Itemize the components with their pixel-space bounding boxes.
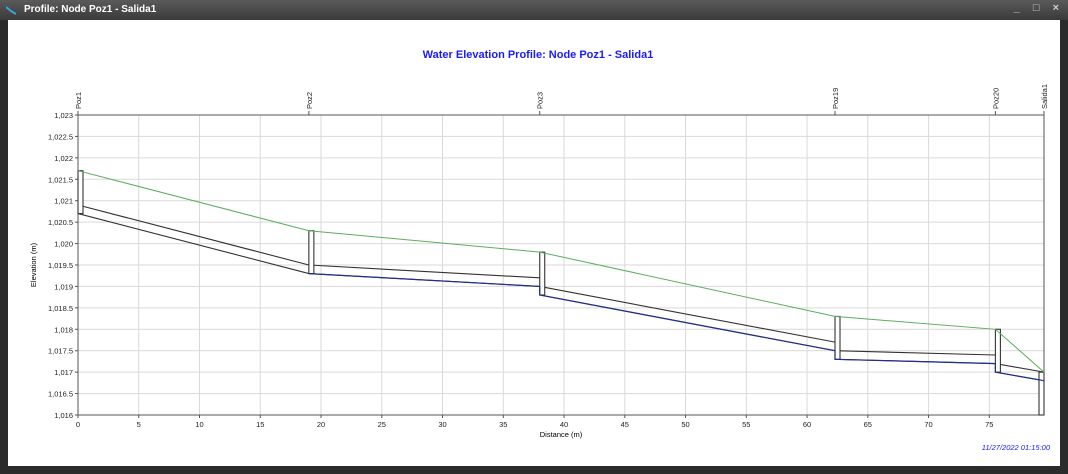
manhole bbox=[77, 170, 84, 215]
y-tick-label: 1,019 bbox=[54, 282, 73, 291]
y-tick-label: 1,018 bbox=[54, 325, 73, 334]
y-axis-label: Elevation (m) bbox=[29, 242, 38, 287]
y-tick-label: 1,016.5 bbox=[48, 390, 73, 399]
y-tick-label: 1,017.5 bbox=[48, 347, 73, 356]
y-tick-label: 1,022 bbox=[54, 154, 73, 163]
node-labels: Poz1 Poz2 Poz3 Poz19 Poz20 Salida1 bbox=[74, 84, 1049, 115]
x-tick-label: 25 bbox=[378, 420, 386, 429]
x-tick-label: 70 bbox=[924, 420, 932, 429]
x-tick-label: 0 bbox=[76, 420, 80, 429]
manhole bbox=[994, 328, 1001, 373]
conduit-top bbox=[77, 204, 310, 266]
y-tick-label: 1,020 bbox=[54, 240, 73, 249]
x-axis: 0 5 10 15 20 25 30 35 40 45 50 55 60 65 70 75 bbox=[76, 415, 993, 429]
conduit-top bbox=[834, 350, 996, 356]
water-line bbox=[308, 273, 1045, 382]
minimize-button[interactable]: _ bbox=[1013, 2, 1023, 14]
y-tick-label: 1,021 bbox=[54, 197, 73, 206]
chart-title: Water Elevation Profile: Node Poz1 - Sal… bbox=[423, 49, 654, 61]
ground-line bbox=[77, 170, 1045, 373]
manhole bbox=[539, 251, 546, 296]
x-axis-label: Distance (m) bbox=[540, 430, 583, 439]
x-tick-label: 55 bbox=[742, 420, 750, 429]
y-tick-label: 1,020.5 bbox=[48, 218, 73, 227]
manholes bbox=[77, 170, 1045, 416]
node-label: Poz3 bbox=[536, 92, 545, 109]
conduit-top bbox=[308, 264, 540, 279]
x-tick-label: 45 bbox=[621, 420, 629, 429]
y-tick-label: 1,021.5 bbox=[48, 175, 73, 184]
timestamp: 11/27/2022 01:15:00 bbox=[982, 443, 1051, 452]
chart-area: Water Elevation Profile: Node Poz1 - Sal… bbox=[8, 20, 1060, 466]
x-tick-label: 40 bbox=[560, 420, 568, 429]
x-tick-label: 10 bbox=[195, 420, 203, 429]
maximize-button[interactable]: □ bbox=[1032, 2, 1043, 14]
x-tick-label: 5 bbox=[137, 420, 141, 429]
x-tick-label: 60 bbox=[803, 420, 811, 429]
window-title: Profile: Node Poz1 - Salida1 bbox=[24, 4, 157, 15]
y-axis: 1,016 1,016.5 1,017 1,017.5 1,018 1,018.5 1,01… bbox=[48, 111, 78, 420]
x-tick-label: 15 bbox=[256, 420, 264, 429]
y-tick-label: 1,023 bbox=[54, 111, 73, 120]
node-label: Poz2 bbox=[305, 92, 314, 109]
manhole bbox=[308, 230, 315, 275]
x-tick-label: 65 bbox=[864, 420, 872, 429]
window-controls: _ □ × bbox=[1012, 2, 1064, 14]
y-tick-label: 1,019.5 bbox=[48, 261, 73, 270]
conduit-top bbox=[995, 363, 1045, 373]
grid-lines bbox=[77, 114, 1044, 416]
close-button[interactable]: × bbox=[1052, 2, 1062, 14]
node-label: Poz1 bbox=[74, 92, 83, 109]
x-tick-label: 75 bbox=[985, 420, 993, 429]
profile-chart: Water Elevation Profile: Node Poz1 - Sal… bbox=[29, 49, 1051, 452]
title-bar[interactable]: Profile: Node Poz1 - Salida1 _ □ × bbox=[0, 0, 1068, 20]
conduit-bottom bbox=[77, 213, 310, 275]
node-label: Poz19 bbox=[831, 88, 840, 109]
conduits bbox=[77, 204, 1045, 382]
x-tick-label: 35 bbox=[499, 420, 507, 429]
x-tick-label: 50 bbox=[681, 420, 689, 429]
manhole bbox=[834, 315, 841, 360]
node-label: Poz20 bbox=[991, 88, 1000, 109]
conduit-top bbox=[539, 285, 836, 343]
y-tick-label: 1,022.5 bbox=[48, 132, 73, 141]
y-tick-label: 1,016 bbox=[54, 411, 73, 420]
y-tick-label: 1,017 bbox=[54, 368, 73, 377]
y-tick-label: 1,018.5 bbox=[48, 304, 73, 313]
node-label: Salida1 bbox=[1040, 84, 1049, 109]
manhole bbox=[1038, 371, 1045, 416]
profile-chart-icon bbox=[6, 6, 16, 15]
x-tick-label: 20 bbox=[317, 420, 325, 429]
x-tick-label: 30 bbox=[438, 420, 446, 429]
